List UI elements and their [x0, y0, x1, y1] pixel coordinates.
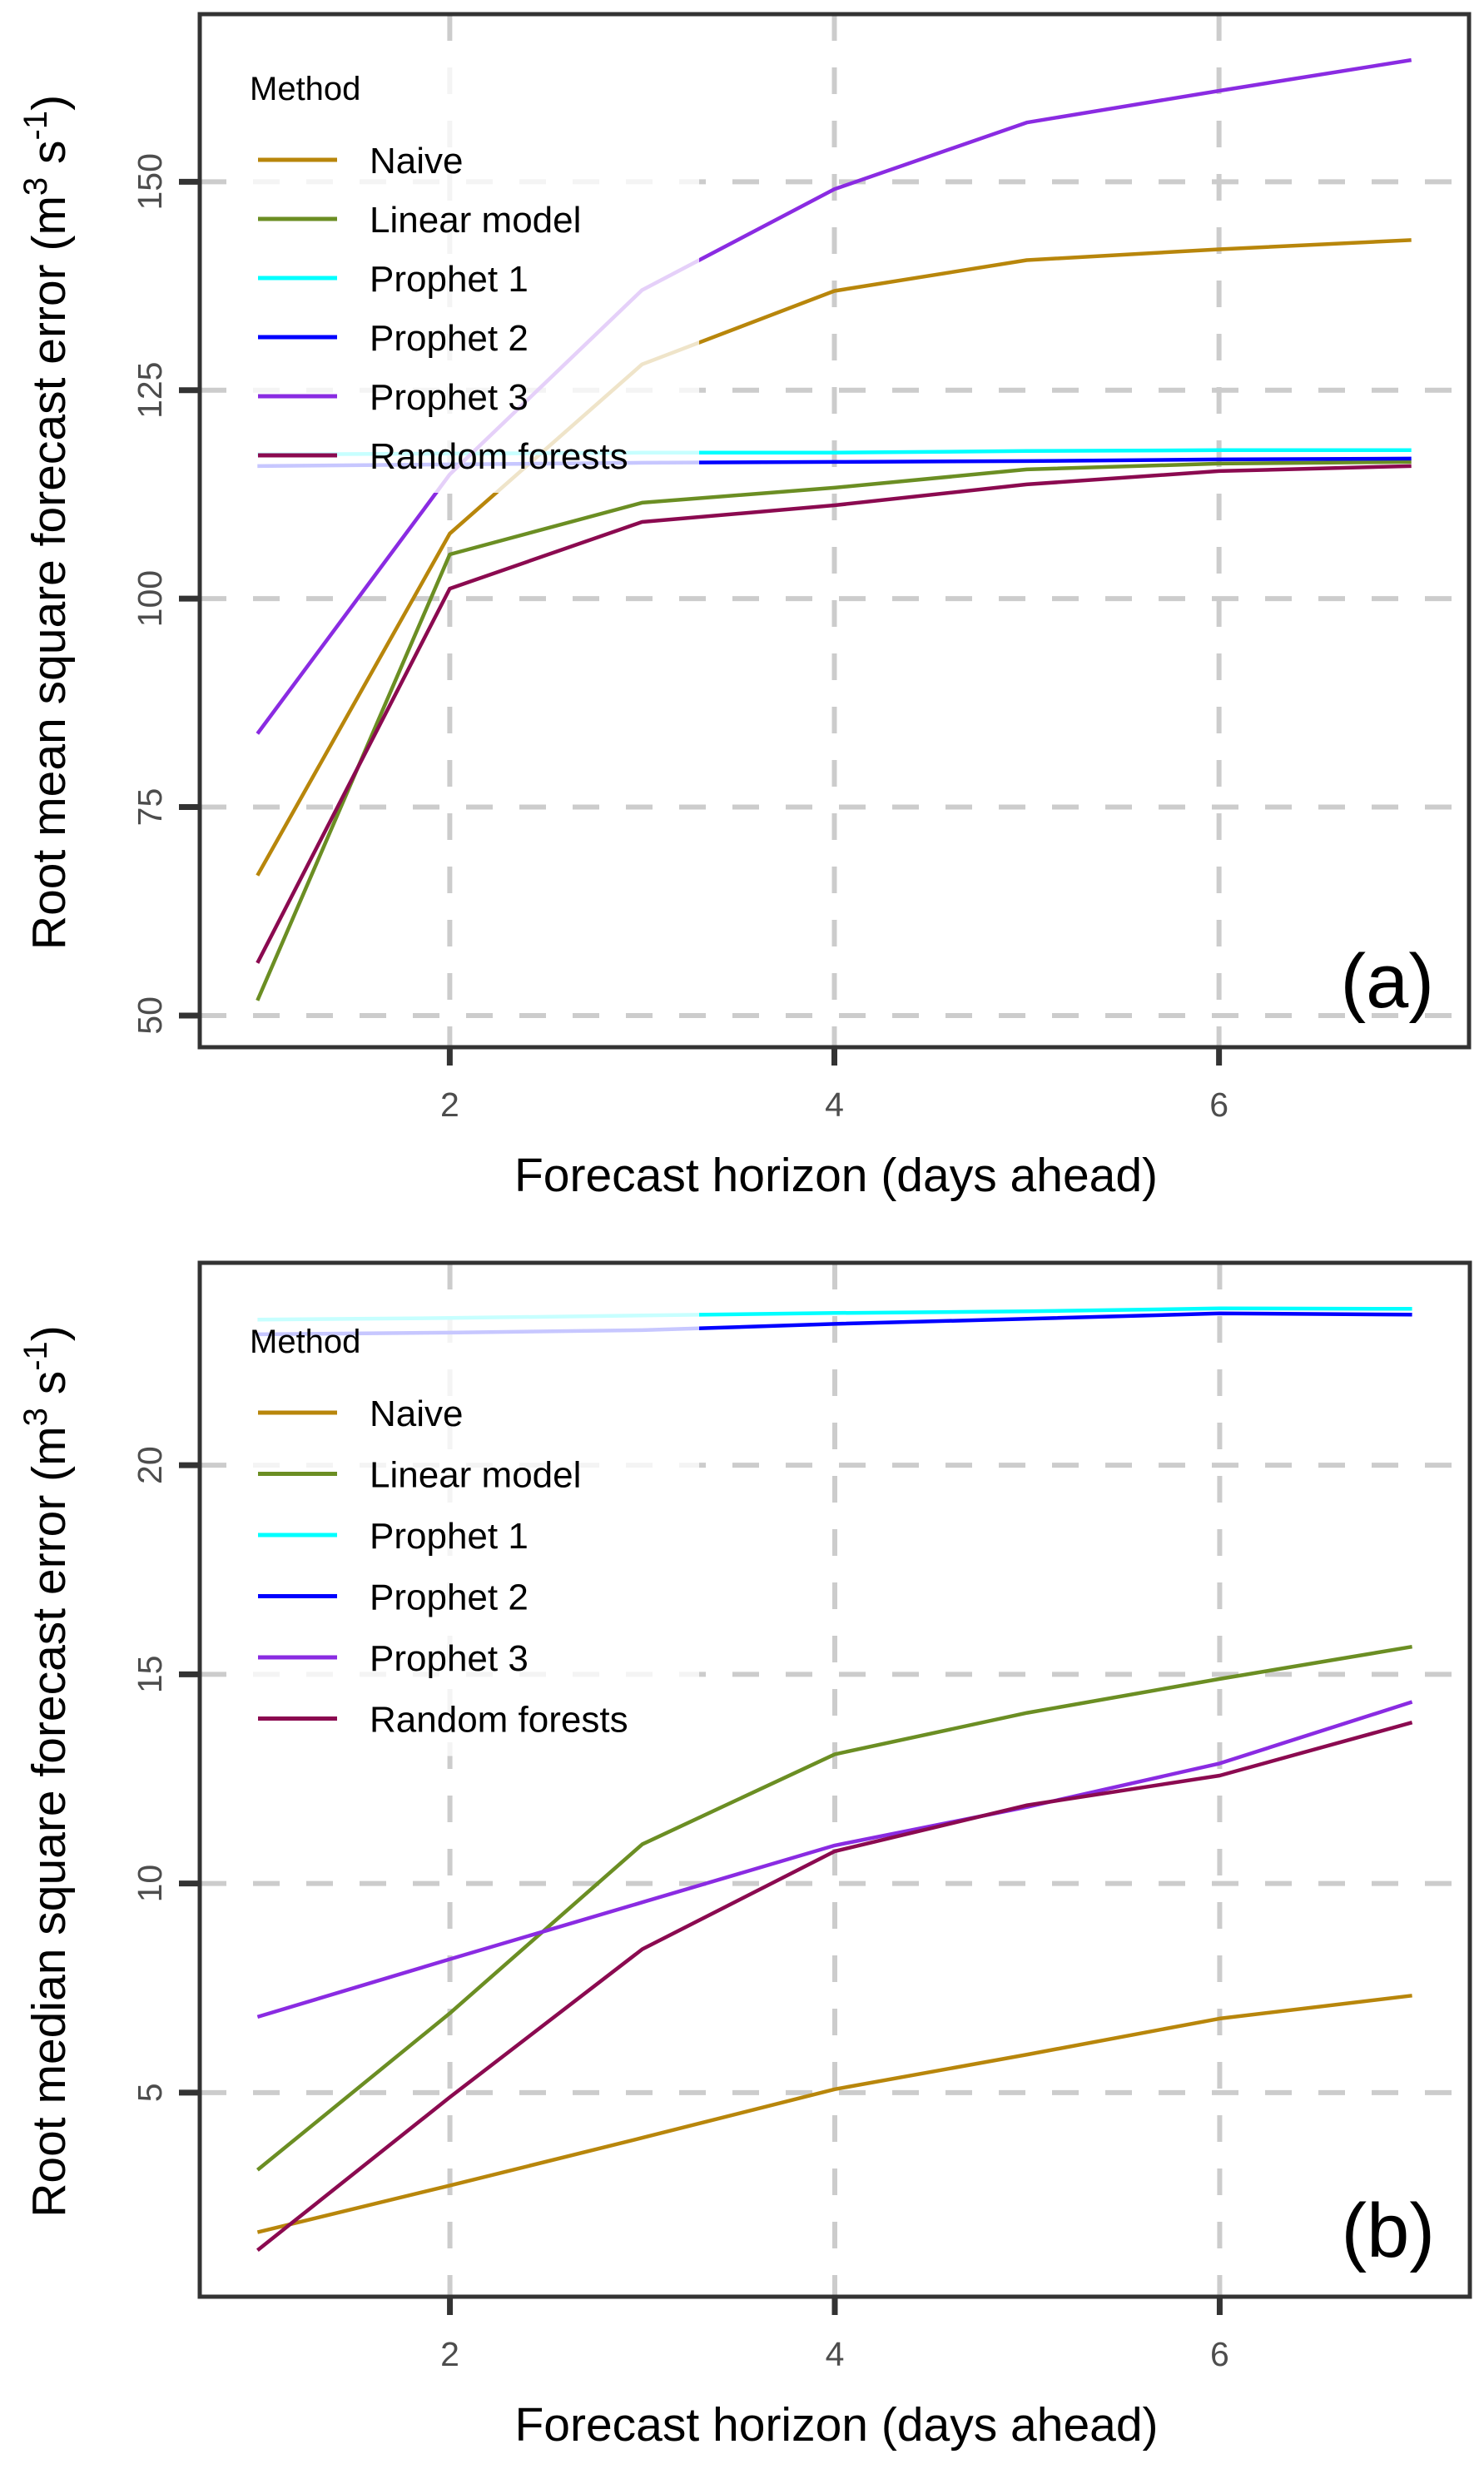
panel-a-x-axis-title: Forecast horizon (days ahead) — [514, 1149, 1158, 1202]
panel-a-y-tick-label-50: 50 — [131, 996, 169, 1035]
panel-b-x-tick-label-6: 6 — [1210, 2335, 1229, 2373]
panel-b-label: (b) — [1342, 2188, 1435, 2273]
panel-a-x-tick-label-2: 2 — [440, 1085, 459, 1124]
panel-b-series-prophet-3 — [256, 1700, 1413, 2019]
panel-a-series-linear-model — [256, 460, 1412, 1001]
panel-b-x-tick-label-4: 4 — [826, 2335, 845, 2373]
panel-b-y-tick-label-15: 15 — [131, 1656, 169, 1694]
panel-a-y-axis-title-sup2: -1 — [17, 111, 54, 141]
panel-b: Method Naive Linear model Prophet 1 Prophet… — [17, 1260, 1472, 2452]
panel-a-series-random-forests — [256, 464, 1412, 964]
panel-b-y-axis-title-main: Root median square forecast error (m — [22, 1426, 76, 2217]
panel-b-series-linear-model — [256, 1644, 1412, 2172]
panel-b-legend: Method Naive Linear model Prophet 1 Prophet… — [250, 1324, 628, 1741]
panel-a-y-axis-title-main: Root mean square forecast error (m — [22, 196, 76, 950]
panel-b-legend-label-prophet-3: Prophet 3 — [370, 1638, 529, 1679]
panel-b-x-axis-title: Forecast horizon (days ahead) — [514, 2398, 1158, 2452]
panel-b-legend-title: Method — [250, 1324, 360, 1360]
panel-a-legend-label-linear-model: Linear model — [370, 200, 581, 241]
panel-b-series-naive — [256, 1994, 1412, 2234]
panel-a-legend: Method Naive Linear model Prophet 1 Prophet… — [250, 71, 628, 477]
panel-a-y-axis-title-mid: s — [22, 140, 76, 176]
panel-a-y-axis-title-end: ) — [22, 95, 76, 111]
panel-b-legend-item-random-forests: Random forests — [258, 1700, 628, 1741]
panel-b-legend-item-prophet-3: Prophet 3 — [258, 1638, 529, 1679]
panel-a-legend-item-prophet-3: Prophet 3 — [258, 377, 529, 418]
panel-a-x-tick-label-6: 6 — [1209, 1085, 1228, 1124]
panel-b-legend-item-prophet-2: Prophet 2 — [258, 1577, 529, 1618]
panel-a-legend-title: Method — [250, 71, 360, 107]
panel-a-y-axis-title-sup1: 3 — [17, 177, 54, 196]
panel-b-legend-label-prophet-1: Prophet 1 — [370, 1516, 529, 1557]
panel-a-x-tick-label-4: 4 — [825, 1085, 844, 1124]
panel-a-y-tick-label-75: 75 — [131, 788, 169, 827]
panel-b-y-axis-title: Root median square forecast error (m3 s-… — [17, 1325, 76, 2218]
panel-b-axes: 5 10 15 20 2 4 6 — [131, 1446, 1229, 2373]
panel-a-legend-background — [241, 52, 699, 493]
panel-a-label: (a) — [1341, 939, 1434, 1024]
panel-b-legend-item-prophet-1: Prophet 1 — [258, 1516, 529, 1557]
panel-b-y-tick-label-20: 20 — [131, 1446, 169, 1484]
panel-a-legend-label-prophet-3: Prophet 3 — [370, 377, 529, 418]
panel-a-legend-item-prophet-1: Prophet 1 — [258, 259, 529, 300]
panel-b-y-axis-title-sup1: 3 — [17, 1408, 54, 1426]
panel-a-y-tick-label-150: 150 — [131, 153, 169, 210]
panel-a-legend-item-naive: Naive — [258, 141, 464, 181]
panel-a-y-tick-label-100: 100 — [131, 570, 169, 627]
panel-b-legend-label-random-forests: Random forests — [370, 1700, 628, 1741]
panel-a-legend-label-prophet-1: Prophet 1 — [370, 259, 529, 300]
panel-b-y-axis-title-end: ) — [22, 1325, 76, 1341]
panel-a: Method Naive Linear model Prophet 1 Prophet… — [17, 12, 1472, 1202]
panel-a-y-tick-label-125: 125 — [131, 362, 169, 419]
panel-b-series-random-forests — [256, 1721, 1413, 2252]
panel-a-legend-label-naive: Naive — [370, 141, 464, 181]
panel-a-series-naive — [256, 238, 1412, 877]
panel-b-legend-item-linear-model: Linear model — [258, 1455, 581, 1496]
panel-b-y-tick-label-5: 5 — [131, 2083, 169, 2102]
panel-a-legend-label-random-forests: Random forests — [370, 436, 628, 477]
panel-a-legend-label-prophet-2: Prophet 2 — [370, 318, 529, 359]
panel-b-y-axis-title-sup2: -1 — [17, 1341, 54, 1371]
panel-b-legend-item-naive: Naive — [258, 1393, 464, 1434]
panel-b-y-tick-label-10: 10 — [131, 1865, 169, 1903]
panel-a-legend-item-prophet-2: Prophet 2 — [258, 318, 529, 359]
panel-a-axes: 50 75 100 125 150 2 4 6 — [131, 153, 1228, 1124]
panel-a-legend-item-random-forests: Random forests — [258, 436, 628, 477]
panel-b-x-tick-label-2: 2 — [440, 2335, 459, 2373]
panel-b-y-axis-title-mid: s — [22, 1371, 76, 1408]
panel-a-legend-item-linear-model: Linear model — [258, 200, 581, 241]
panel-b-legend-label-naive: Naive — [370, 1393, 464, 1434]
panel-b-legend-label-linear-model: Linear model — [370, 1455, 581, 1496]
panel-b-legend-background — [241, 1300, 699, 1756]
panel-a-y-axis-title: Root mean square forecast error (m3 s-1) — [17, 95, 76, 950]
panel-b-legend-label-prophet-2: Prophet 2 — [370, 1577, 529, 1618]
